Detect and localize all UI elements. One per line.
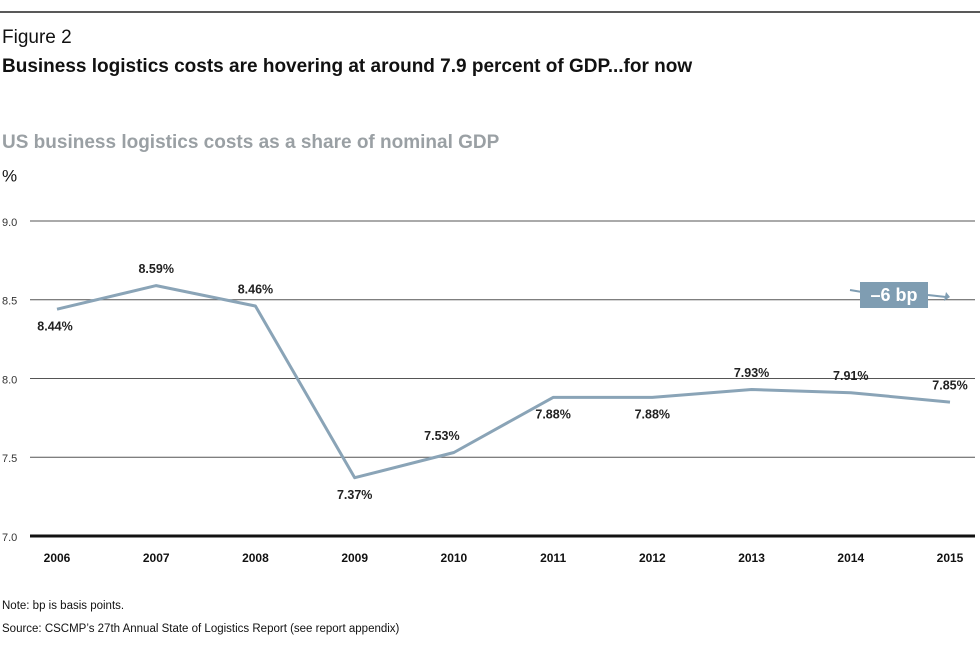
y-tick-label: 7.5 bbox=[2, 453, 17, 465]
y-tick-label: 9.0 bbox=[2, 217, 17, 229]
annotation-box bbox=[860, 282, 928, 308]
value-label: 8.59% bbox=[138, 262, 173, 276]
value-label: 7.88% bbox=[535, 408, 570, 422]
x-tick-label: 2014 bbox=[837, 551, 864, 565]
annotation: –6 bp bbox=[849, 282, 950, 308]
y-unit: % bbox=[2, 166, 17, 185]
x-tick-label: 2012 bbox=[639, 551, 666, 565]
note: Note: bp is basis points. bbox=[2, 600, 124, 612]
y-tick-label: 8.5 bbox=[2, 296, 17, 308]
x-tick-label: 2009 bbox=[341, 551, 368, 565]
value-label: 7.88% bbox=[635, 408, 670, 422]
value-label: 7.93% bbox=[734, 366, 769, 380]
value-label: 8.44% bbox=[37, 319, 72, 333]
y-tick-label: 7.0 bbox=[2, 532, 17, 544]
x-tick-label: 2010 bbox=[441, 551, 468, 565]
value-label: 7.85% bbox=[932, 378, 967, 392]
chart-title: Business logistics costs are hovering at… bbox=[2, 56, 692, 77]
y-tick-label: 8.0 bbox=[2, 374, 17, 386]
value-label: 7.37% bbox=[337, 488, 372, 502]
x-tick-label: 2011 bbox=[540, 551, 566, 565]
value-label: 7.91% bbox=[833, 369, 868, 383]
source: Source: CSCMP’s 27th Annual State of Log… bbox=[2, 623, 400, 635]
value-label: 7.53% bbox=[424, 429, 459, 443]
arrow-head bbox=[944, 292, 950, 301]
figure-label: Figure 2 bbox=[2, 27, 72, 48]
x-tick-label: 2006 bbox=[44, 551, 71, 565]
arrow bbox=[927, 294, 947, 298]
x-tick-label: 2015 bbox=[937, 551, 964, 565]
x-tick-label: 2008 bbox=[242, 551, 269, 565]
x-tick-label: 2007 bbox=[143, 551, 170, 565]
x-tick-label: 2013 bbox=[738, 551, 765, 565]
data-line bbox=[56, 284, 951, 480]
annotation-text: –6 bp bbox=[870, 285, 917, 305]
chart-subtitle: US business logistics costs as a share o… bbox=[2, 132, 500, 153]
value-label: 8.46% bbox=[238, 282, 273, 296]
